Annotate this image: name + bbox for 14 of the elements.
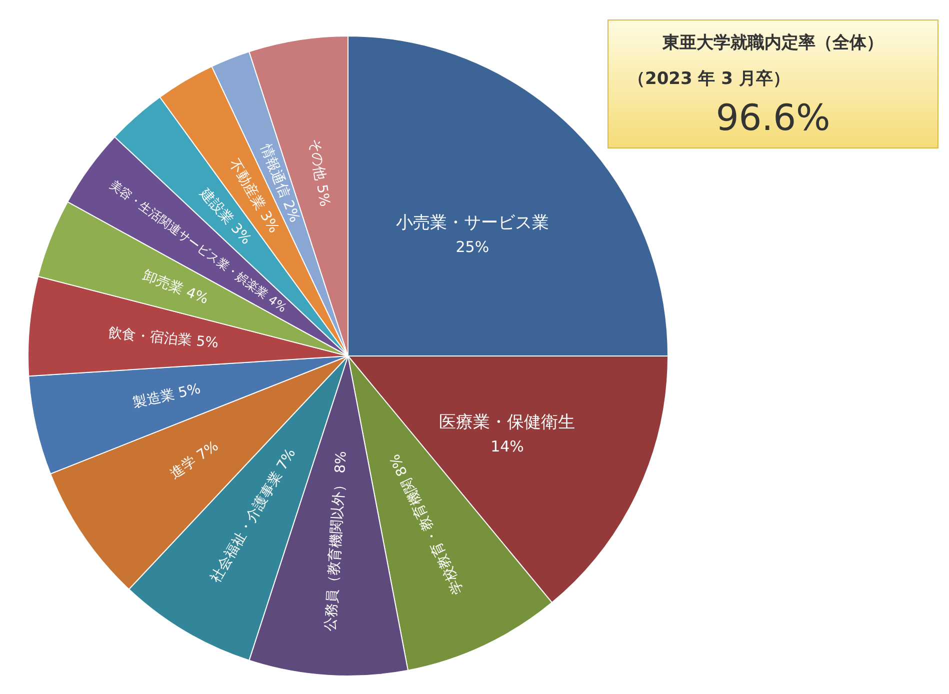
slice-label: 卸売業 4% <box>140 267 210 308</box>
text: 東亜大学就職内定率（全体） <box>662 33 884 53</box>
text: 96.6% <box>716 98 830 139</box>
text: （2023 年 3 月卒） <box>628 69 790 89</box>
data-label: 25% <box>456 238 490 256</box>
slice-label: 飲食・宿泊業 5% <box>107 325 220 352</box>
data-label: 14% <box>490 438 524 456</box>
slice-label: 学校教育・教育機関 8% <box>386 452 467 597</box>
slice-label: 進学 7% <box>167 438 222 482</box>
slice-label: その他 5% <box>306 137 332 208</box>
slice-label: 医療業・保健衛生 <box>439 412 576 433</box>
slice-label: 小売業・サービス業 <box>396 213 549 234</box>
slice-label: 製造業 5% <box>132 381 202 412</box>
slice-label: 公務員（教育機関以外） 8% <box>322 450 350 632</box>
